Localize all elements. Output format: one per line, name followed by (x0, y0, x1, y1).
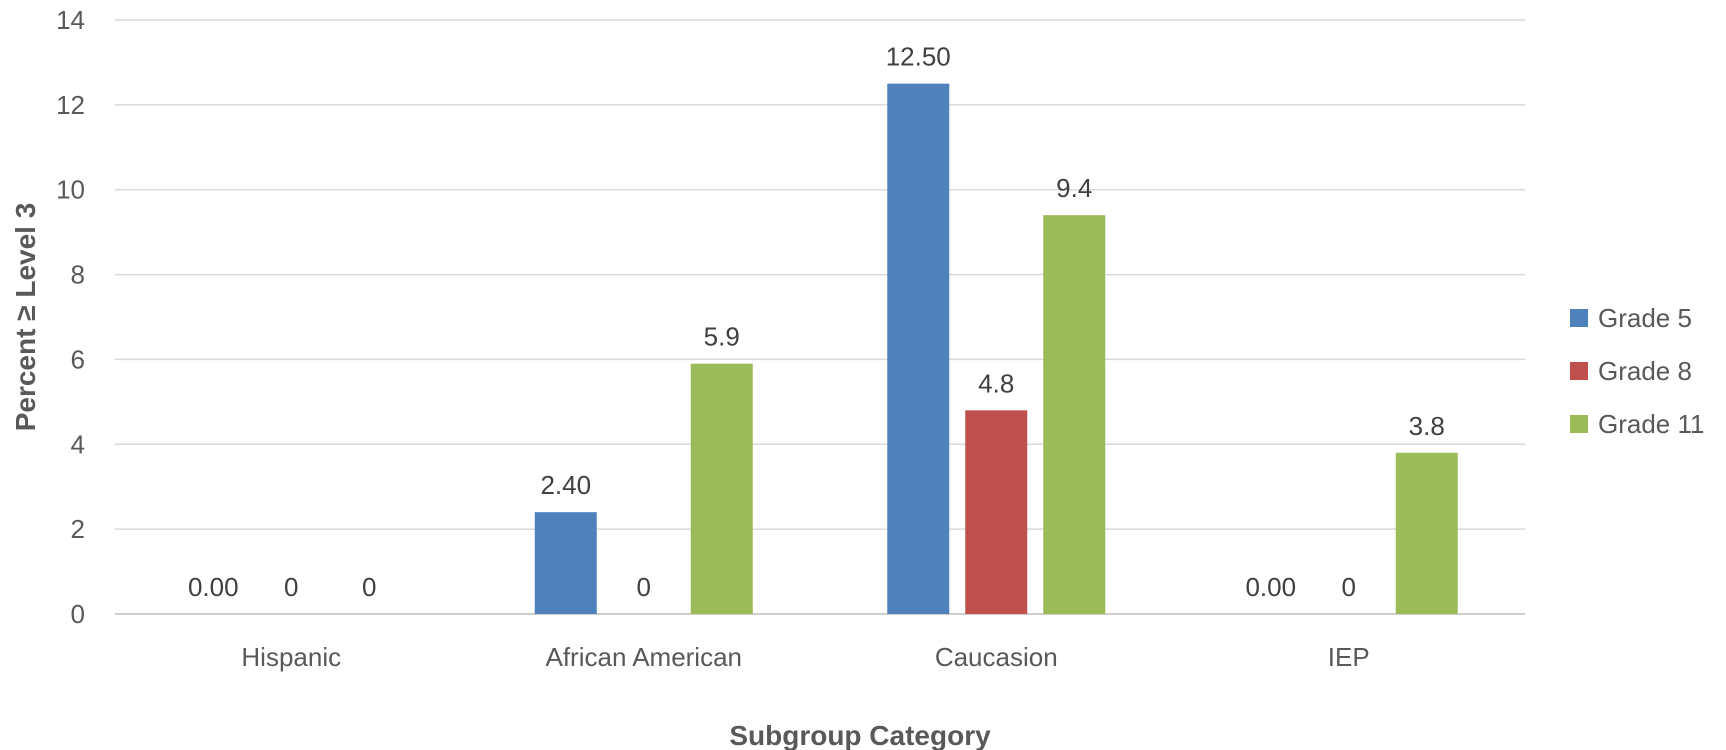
legend-label: Grade 8 (1598, 356, 1692, 386)
gridlines (115, 19, 1525, 615)
data-label: 0 (1342, 572, 1356, 602)
data-label: 4.8 (978, 368, 1014, 398)
legend-swatch (1570, 362, 1588, 380)
y-tick-label: 8 (71, 260, 85, 290)
data-label: 5.9 (704, 322, 740, 352)
data-label: 2.40 (540, 470, 591, 500)
y-tick-label: 12 (56, 90, 85, 120)
data-label: 12.50 (886, 42, 951, 72)
data-label: 0 (637, 572, 651, 602)
bars (534, 83, 1458, 614)
y-axis-ticks: 0 2 4 6 8 10 12 14 (56, 5, 85, 629)
legend: Grade 5 Grade 8 Grade 11 (1570, 303, 1704, 439)
y-tick-label: 14 (56, 5, 85, 35)
x-tick-label: African American (545, 642, 742, 672)
data-label: 3.8 (1409, 411, 1445, 441)
x-axis-ticks: Hispanic African American Caucasion IEP (241, 642, 1369, 672)
y-tick-label: 6 (71, 344, 85, 374)
y-axis-title: Percent ≥ Level 3 (10, 203, 41, 432)
x-tick-label: Hispanic (241, 642, 341, 672)
data-label: 0 (362, 572, 376, 602)
bar-grade-8 (965, 410, 1028, 614)
y-tick-label: 4 (71, 429, 85, 459)
bar-grade-11 (1395, 452, 1458, 614)
bar-grade-5 (887, 83, 950, 614)
y-tick-label: 0 (71, 599, 85, 629)
bar-grade-11 (1043, 215, 1106, 614)
x-axis-title: Subgroup Category (729, 720, 991, 750)
y-tick-label: 10 (56, 175, 85, 205)
bar-grade-11 (690, 363, 753, 614)
x-tick-label: Caucasion (935, 642, 1058, 672)
bar-grade-5 (534, 512, 597, 614)
x-tick-label: IEP (1328, 642, 1370, 672)
data-labels: 0.00 0 0 2.40 0 5.9 12.50 4.8 9.4 0.00 0 3.8 (188, 42, 1445, 602)
data-label: 9.4 (1056, 173, 1092, 203)
legend-swatch (1570, 415, 1588, 433)
legend-swatch (1570, 309, 1588, 327)
data-label: 0.00 (188, 572, 239, 602)
data-label: 0 (284, 572, 298, 602)
legend-label: Grade 5 (1598, 303, 1692, 333)
data-label: 0.00 (1245, 572, 1296, 602)
y-tick-label: 2 (71, 514, 85, 544)
legend-label: Grade 11 (1598, 409, 1704, 439)
